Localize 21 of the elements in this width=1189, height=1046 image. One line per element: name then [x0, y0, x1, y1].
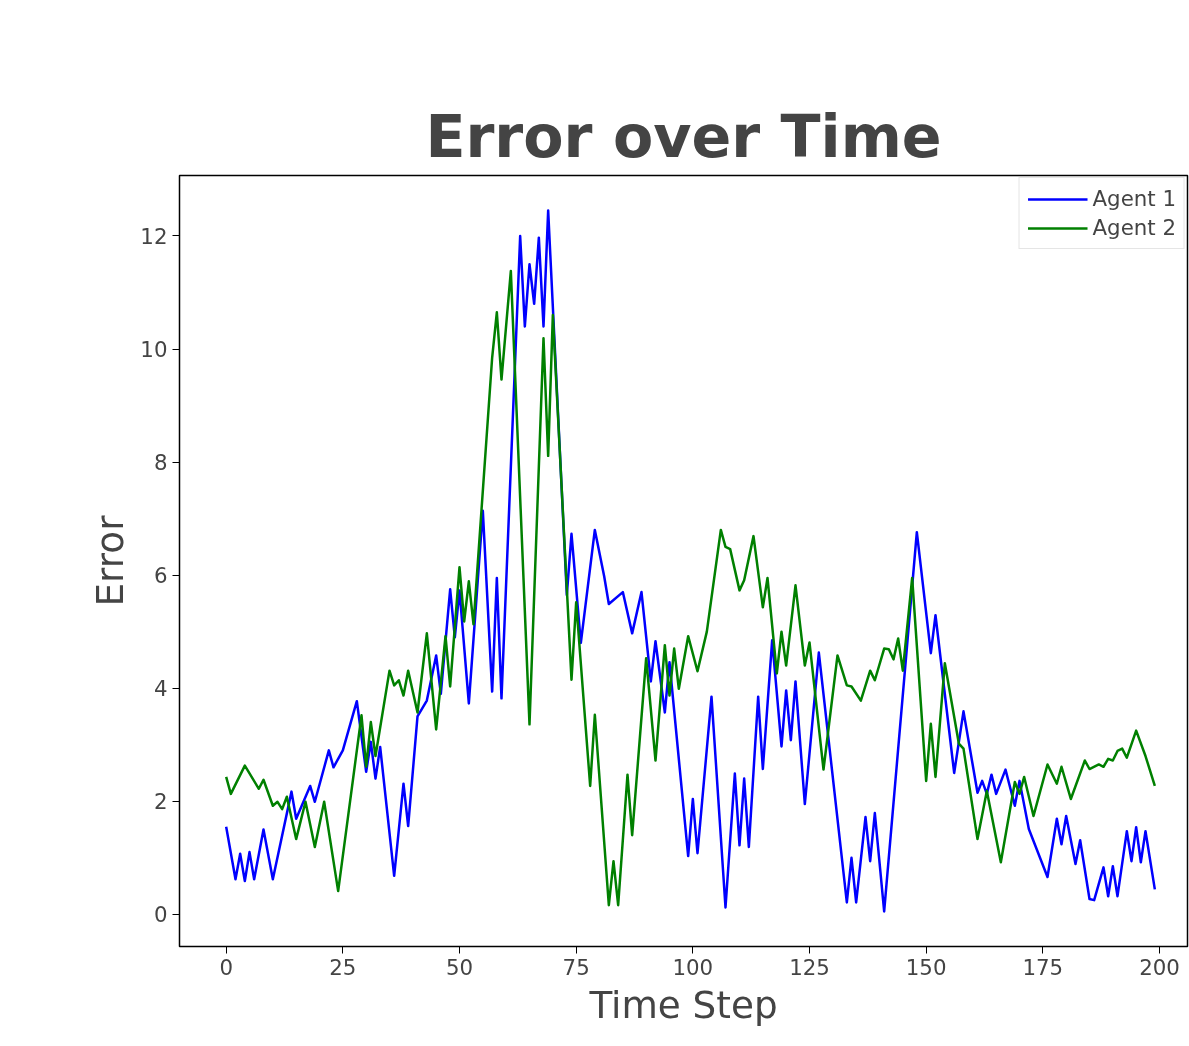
x-tick-label: 25 — [329, 954, 357, 980]
x-axis-title: Time Step — [588, 982, 778, 1027]
x-tick-label: 125 — [789, 954, 830, 980]
y-tick-label: 10 — [140, 337, 168, 363]
y-tick-label: 2 — [153, 789, 168, 815]
x-tick-label: 175 — [1022, 954, 1064, 980]
x-tick-label: 0 — [219, 954, 233, 980]
chart-title: Error over Time — [425, 102, 942, 171]
x-tick-label: 75 — [562, 954, 590, 980]
y-tick-label: 0 — [153, 902, 168, 928]
y-tick-label: 12 — [140, 223, 168, 249]
legend-label: Agent 1 — [1092, 186, 1176, 211]
x-tick-label: 100 — [672, 954, 714, 980]
x-tick-label: 200 — [1139, 954, 1180, 980]
y-axis-title: Error — [88, 514, 133, 607]
legend-label: Agent 2 — [1092, 215, 1176, 240]
y-tick-label: 8 — [153, 450, 168, 476]
x-tick-label: 50 — [445, 954, 474, 980]
x-tick-label: 150 — [905, 954, 947, 980]
y-tick-label: 4 — [153, 676, 168, 702]
y-tick-label: 6 — [153, 563, 168, 589]
